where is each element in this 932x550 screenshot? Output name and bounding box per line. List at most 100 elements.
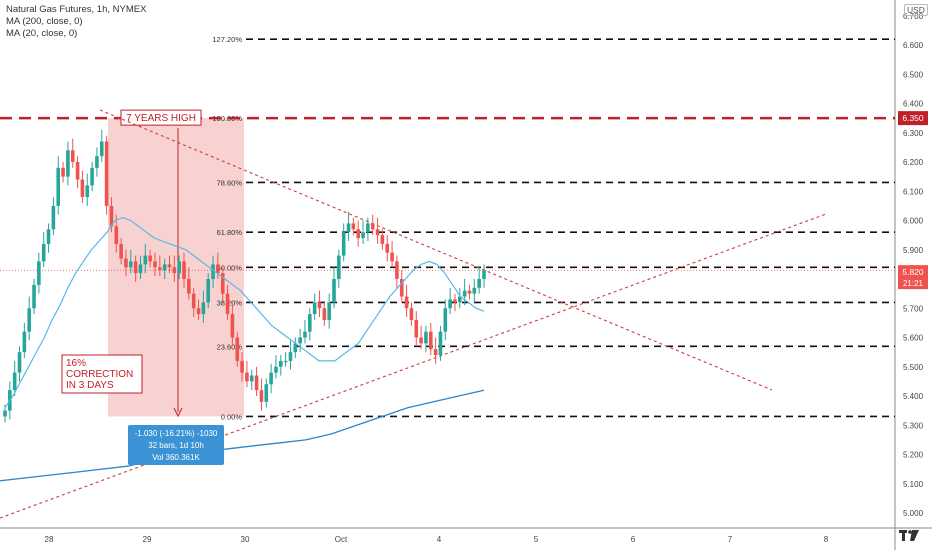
candle-body <box>225 293 230 315</box>
candle-body <box>196 308 201 315</box>
y-tick-label: 5.500 <box>903 363 924 372</box>
y-tick-label: 6.500 <box>903 70 924 79</box>
candle-body <box>172 267 177 274</box>
candle-body <box>37 261 41 285</box>
candle-body <box>46 229 51 244</box>
candle-body <box>395 261 399 279</box>
candle-body <box>245 372 249 382</box>
candle-body <box>235 337 240 361</box>
seven-year-high-label: 7 YEARS HIGH <box>126 113 196 124</box>
candle-body <box>177 261 181 274</box>
last-price-text: 5.820 <box>902 267 924 277</box>
candle-body <box>138 264 143 274</box>
candle-body <box>293 343 298 353</box>
candle-body <box>424 331 428 344</box>
candle-body <box>453 299 457 303</box>
candle-body <box>240 360 244 373</box>
candle-body <box>274 366 278 373</box>
candle-body <box>303 331 307 338</box>
candle-body <box>114 226 119 244</box>
y-tick-label: 6.300 <box>903 129 924 138</box>
y-tick-label: 6.400 <box>903 100 924 109</box>
candle-body <box>191 293 196 309</box>
candle-body <box>22 331 27 353</box>
candle-body <box>443 308 448 332</box>
symbol-title[interactable]: Natural Gas Futures, 1h, NYMEX <box>6 4 147 15</box>
y-tick-label: 5.600 <box>903 334 924 343</box>
y-tick-label: 5.700 <box>903 304 924 313</box>
candle-body <box>230 314 235 338</box>
tradingview-logo-icon <box>899 530 919 541</box>
candle-body <box>356 229 361 239</box>
x-tick-label: 5 <box>534 535 539 544</box>
y-tick-label: 5.900 <box>903 246 924 255</box>
x-tick-label: 6 <box>631 535 636 544</box>
candle-body <box>298 337 302 344</box>
candle-body <box>104 141 109 206</box>
candle-body <box>12 372 17 391</box>
candle-body <box>75 162 80 180</box>
candle-body <box>448 299 452 309</box>
candle-body <box>472 287 477 294</box>
candle-body <box>56 167 61 206</box>
candle-body <box>414 319 419 338</box>
ma20-line <box>4 216 485 409</box>
y-tick-label: 6.200 <box>903 158 924 167</box>
measure-box-text: -1.030 (-16.21%) -1030 <box>135 429 218 438</box>
candle-body <box>143 255 148 265</box>
y-tick-label: 5.300 <box>903 421 924 430</box>
candle-body <box>404 296 409 309</box>
candle-body <box>278 360 283 367</box>
y-tick-label: 6.100 <box>903 187 924 196</box>
currency-badge[interactable]: USD <box>904 4 928 16</box>
candle-body <box>85 185 90 198</box>
candle-body <box>327 302 331 320</box>
candle-body <box>61 167 65 177</box>
ma200-legend[interactable]: MA (200, close, 0) <box>6 16 83 27</box>
candle-body <box>361 232 365 239</box>
candle-body <box>341 232 346 256</box>
candle-body <box>148 255 152 262</box>
candle-body <box>41 243 46 262</box>
candle-body <box>80 179 85 198</box>
candle-body <box>351 223 356 230</box>
y-tick-label: 5.000 <box>903 509 924 518</box>
candle-body <box>187 279 191 294</box>
candle-body <box>254 375 259 391</box>
seven-year-high-box <box>120 109 202 126</box>
candle-body <box>158 267 162 271</box>
correction-annotation-text: CORRECTION <box>66 369 133 380</box>
candle-body <box>390 252 394 262</box>
candle-body <box>370 223 375 230</box>
seven-year-high-price-text: 6.350 <box>902 113 924 123</box>
candle-body <box>322 308 327 320</box>
x-tick-label: 29 <box>143 535 152 544</box>
candle-body <box>167 264 172 268</box>
candle-body <box>375 229 380 236</box>
last-price-tag <box>898 265 928 290</box>
candle-body <box>249 375 254 382</box>
descending-trendline <box>99 109 773 391</box>
candle-body <box>119 243 123 259</box>
measure-box-text: 32 bars, 1d 10h <box>148 441 204 450</box>
candle-body <box>477 279 481 288</box>
x-tick-label: 7 <box>728 535 733 544</box>
x-tick-label: 28 <box>45 535 54 544</box>
ma20-legend[interactable]: MA (20, close, 0) <box>6 28 78 39</box>
candle-body <box>317 302 322 309</box>
candle-body <box>153 261 157 268</box>
fib-level-label: 38.20% <box>217 298 243 307</box>
candle-body <box>27 308 31 332</box>
correction-annotation-text: IN 3 DAYS <box>66 380 114 391</box>
candle-body <box>428 331 433 350</box>
candle-body <box>32 284 36 309</box>
candle-body <box>385 243 390 253</box>
x-tick-label: 4 <box>437 535 442 544</box>
x-tick-label: 8 <box>824 535 829 544</box>
countdown-text: 21:21 <box>903 279 924 288</box>
candle-body <box>95 156 99 168</box>
y-tick-label: 5.400 <box>903 392 924 401</box>
correction-annotation-text: 16% <box>66 358 86 369</box>
x-tick-label: Oct <box>335 535 348 544</box>
